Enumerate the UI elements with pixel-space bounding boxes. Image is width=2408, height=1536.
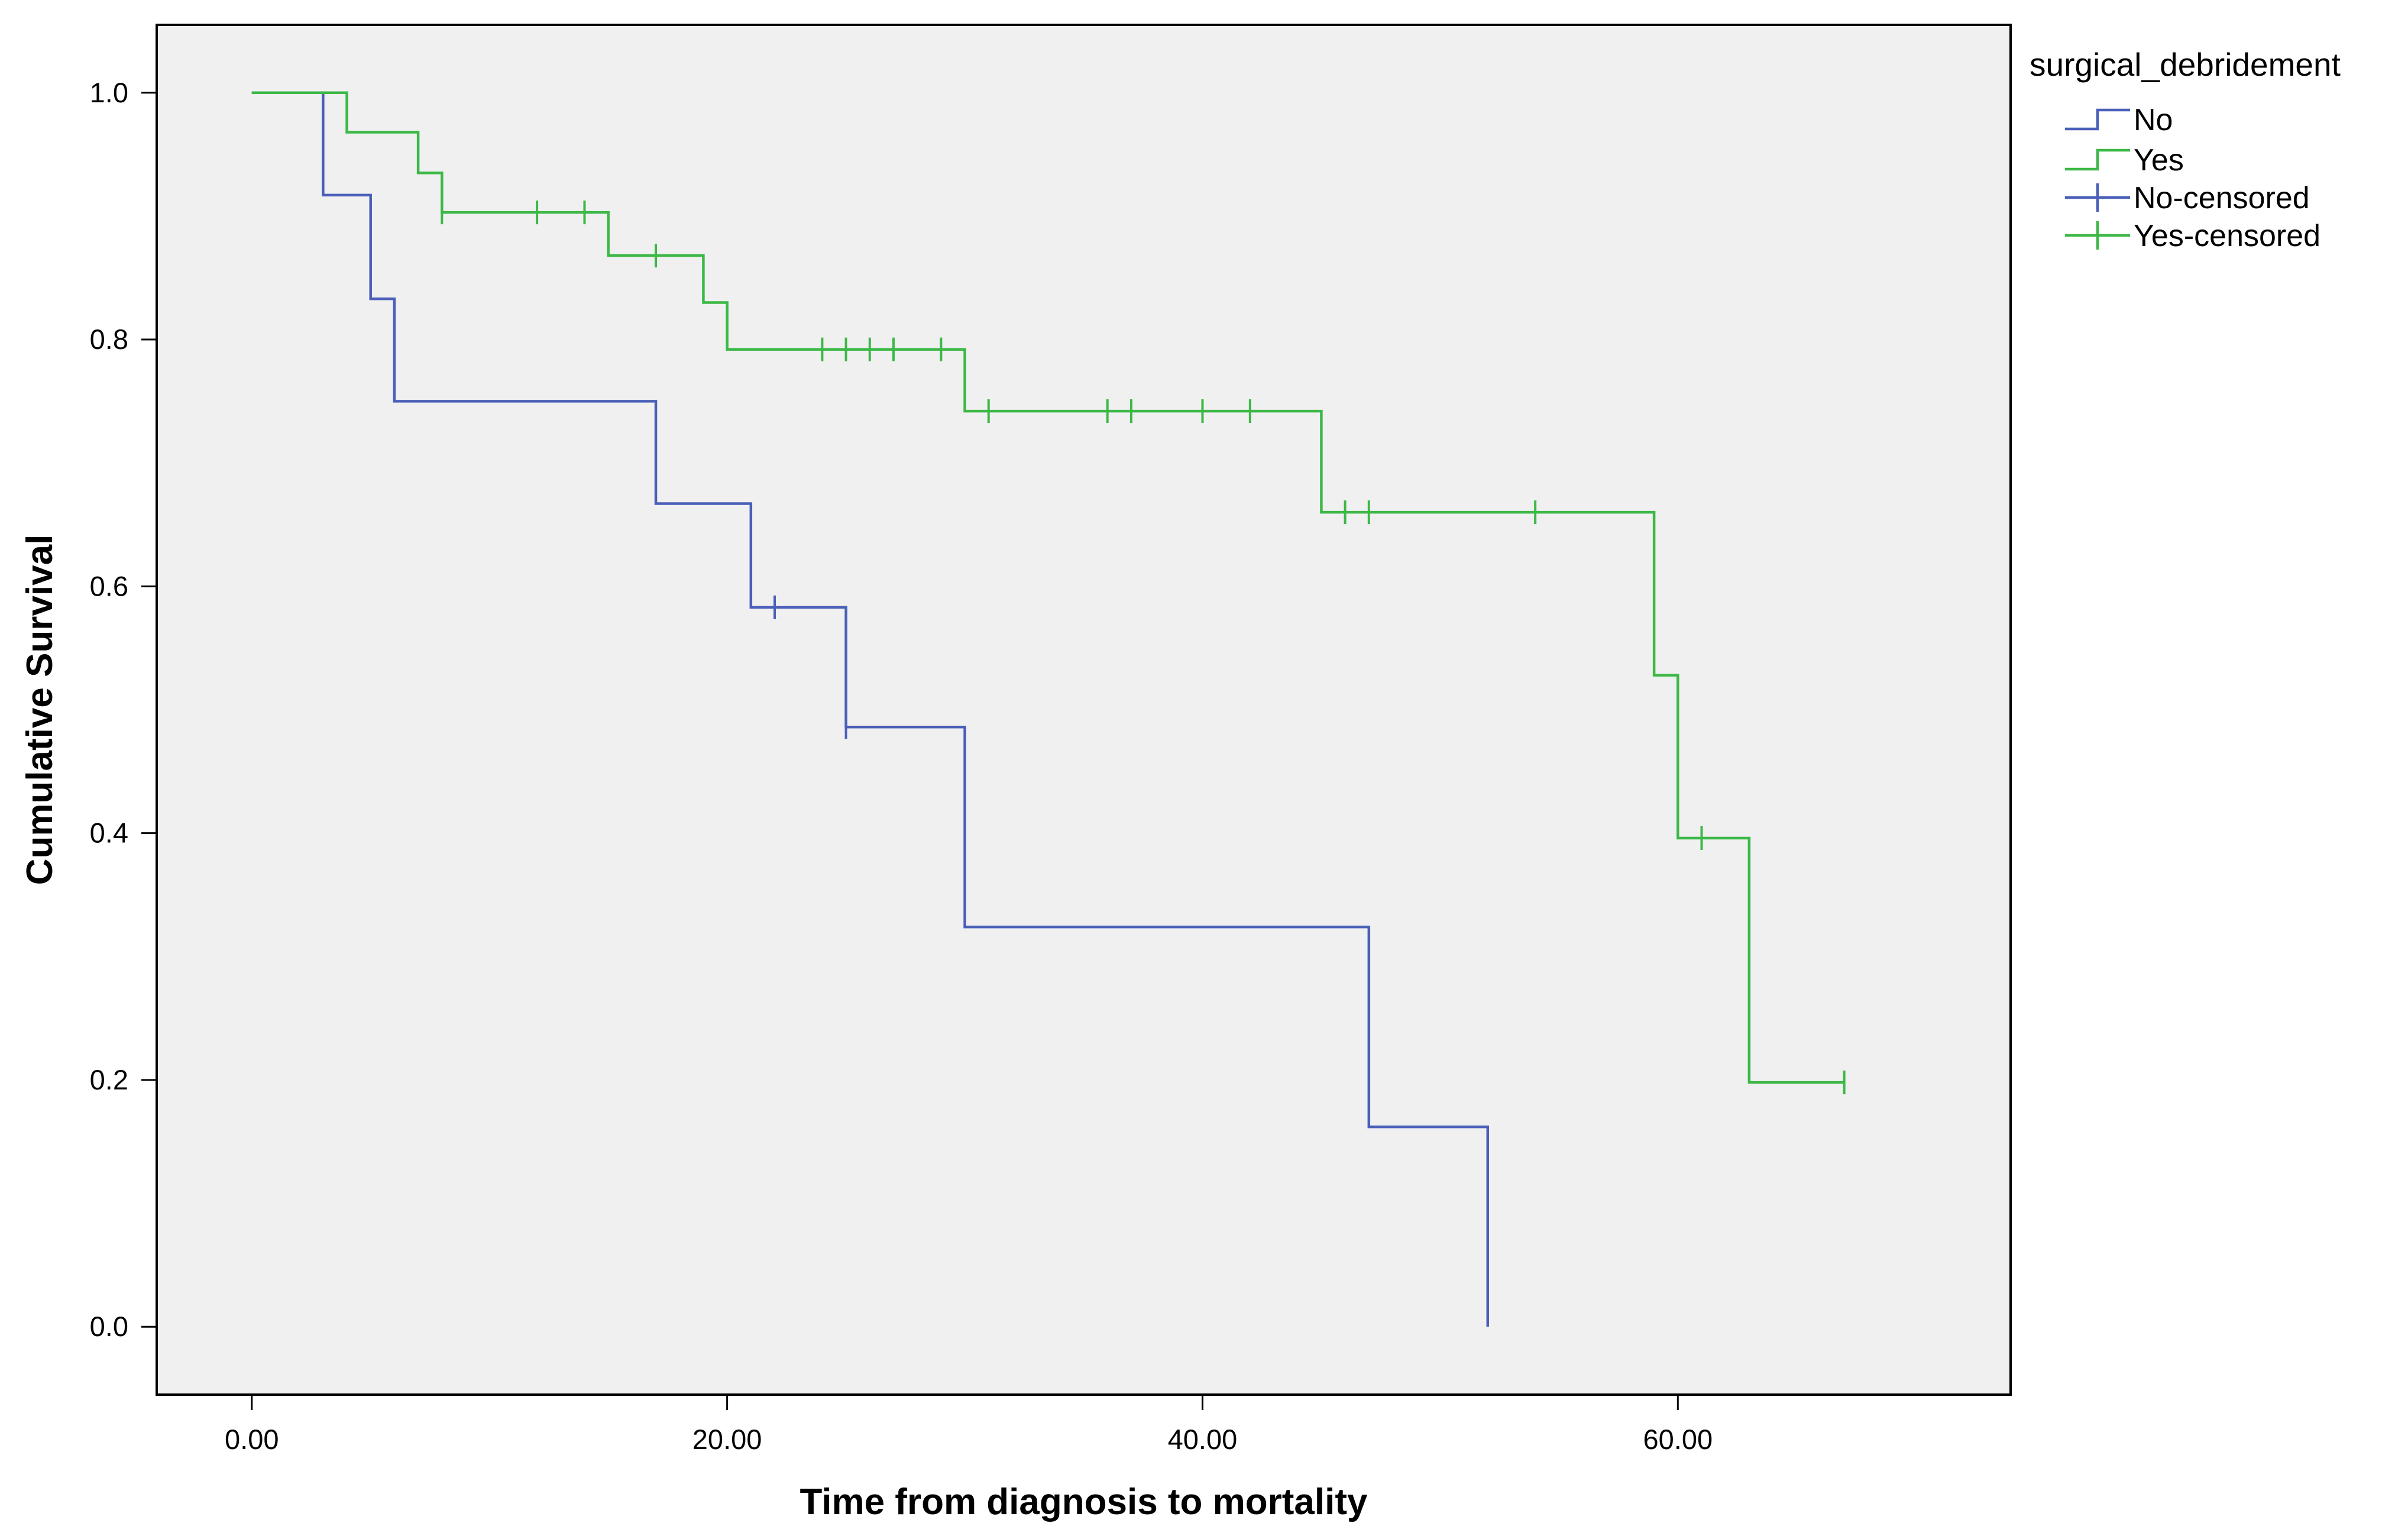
- legend-title: surgical_debridement: [2030, 46, 2341, 83]
- x-tick-label: 0.00: [225, 1424, 279, 1455]
- y-tick-label: 0.8: [90, 324, 128, 355]
- y-tick-label: 1.0: [90, 77, 128, 108]
- legend-item: Yes: [2065, 143, 2184, 177]
- y-axis: 0.0 0.2 0.4 0.6 0.8 1.0: [90, 77, 157, 1342]
- legend-label: Yes: [2134, 143, 2184, 177]
- x-tick-label: 20.00: [692, 1424, 762, 1455]
- x-tick-label: 40.00: [1168, 1424, 1238, 1455]
- y-axis-title: Cumulative Survival: [20, 535, 60, 885]
- legend: surgical_debridement No Yes No-censored Yes…: [2030, 46, 2341, 253]
- legend-item: No: [2065, 103, 2173, 137]
- plot-area: [156, 24, 2012, 1396]
- survival-curve-no: [251, 91, 1490, 1327]
- y-tick-label: 0.0: [90, 1311, 128, 1342]
- x-tick-label: 60.00: [1643, 1424, 1713, 1455]
- x-axis-title: Time from diagnosis to mortality: [800, 1482, 1368, 1522]
- series-layer: [251, 91, 1846, 1327]
- legend-item: No-censored: [2065, 181, 2310, 215]
- y-tick-label: 0.4: [90, 817, 128, 849]
- series-no: [251, 91, 1490, 1327]
- legend-swatch: [2065, 148, 2130, 171]
- survival-curve-yes: [251, 91, 1844, 1084]
- legend-label: No-censored: [2134, 181, 2310, 215]
- legend-label: No: [2134, 103, 2173, 137]
- legend-label: Yes-censored: [2134, 219, 2320, 253]
- y-tick-label: 0.2: [90, 1064, 128, 1095]
- series-yes: [251, 91, 1846, 1095]
- legend-swatch: [2065, 108, 2130, 131]
- legend-item: Yes-censored: [2065, 219, 2320, 253]
- y-tick-label: 0.6: [90, 570, 128, 602]
- x-axis: 0.00 20.00 40.00 60.00: [225, 1395, 1713, 1455]
